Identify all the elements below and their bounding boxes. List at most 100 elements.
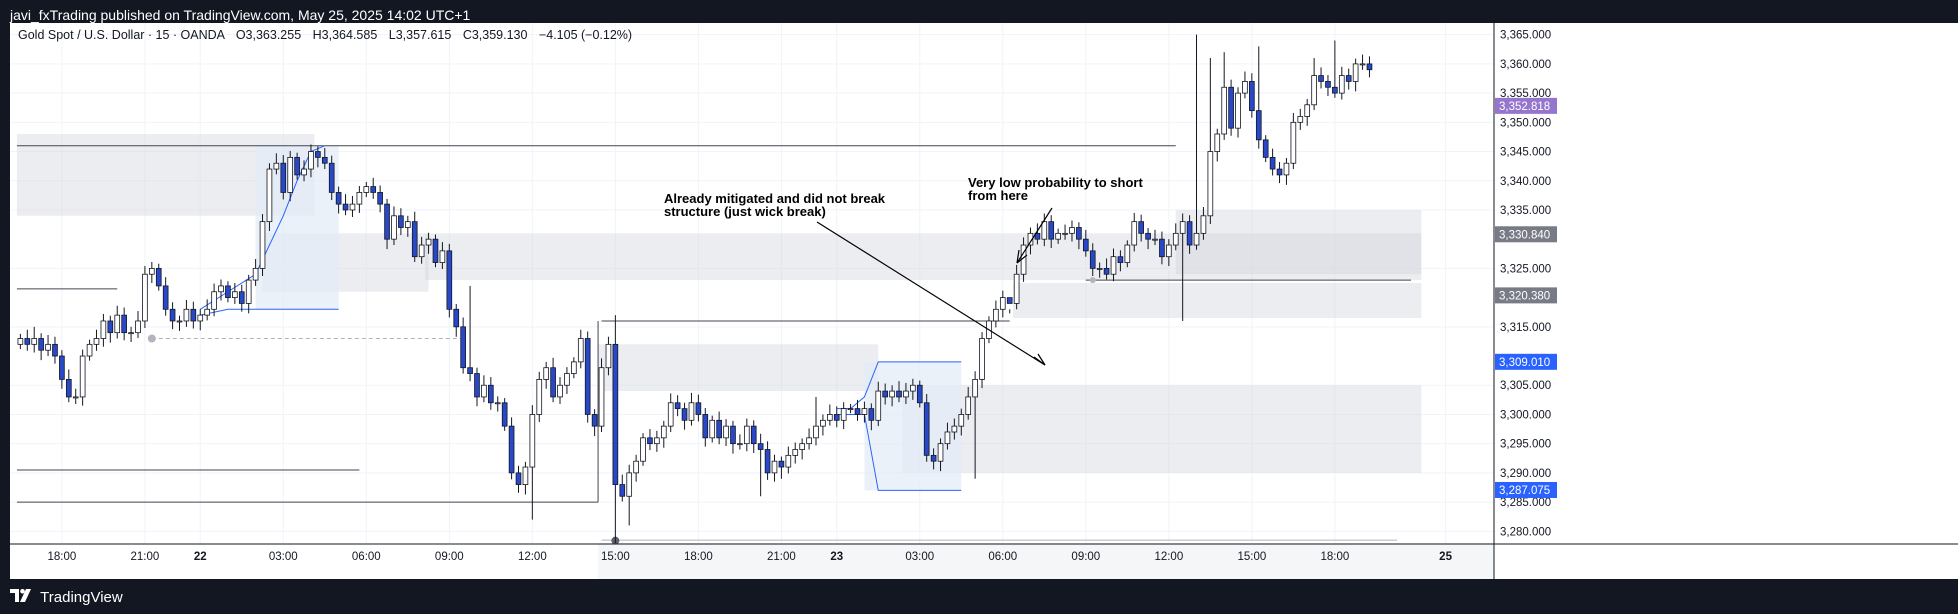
candle-up [1214,133,1221,152]
swing-marker-3 [1089,277,1096,284]
candle-down [868,408,875,421]
candle-down [591,414,598,427]
price-tag [1495,353,1557,370]
candle-up [522,466,529,485]
price-tag [1495,287,1557,304]
candle-down [612,343,619,485]
candle-down [1249,81,1255,112]
candle-up [218,285,224,293]
candle-down [716,419,722,439]
candle-up [259,221,266,269]
candle-down [1228,86,1234,129]
candle-up [1027,232,1034,246]
zone-5 [1013,283,1422,319]
candle-down [328,162,335,193]
candle-down [370,186,377,193]
candle-down [65,379,72,398]
price-tag [1495,97,1557,114]
publish-text: javi_fxTrading published on TradingView.… [10,7,471,23]
candle-up [640,437,646,462]
candle-down [1006,297,1013,304]
candle-down [488,384,494,404]
price-tick-label: 3,285.000 [1500,497,1551,509]
candle-up [771,460,778,474]
candle-up [709,419,716,439]
zone-6 [1175,209,1422,275]
candle-up [45,343,51,351]
chart-panel[interactable]: Already mitigated and did not break stru… [10,23,1958,579]
candle-down [730,425,736,445]
candle-down [1345,75,1352,82]
legend-open: O3,363.255 [236,28,301,42]
price-tag-label: 3,309.010 [1499,357,1550,369]
bottom-range [598,543,1494,579]
candle-up [1311,75,1317,106]
candle-down [778,460,785,468]
price-axis[interactable]: 3,365.000 3,360.000 3,355.000 3,350.000 3,34… [10,23,1958,579]
candle-down [674,402,681,410]
annotation-arrow-1-head [1033,353,1046,366]
candle-up [543,367,549,380]
candle-up [1041,221,1048,240]
candle-up [1338,75,1345,94]
legend-high: H3,364.585 [313,28,378,42]
candle-up [418,244,425,258]
candle-up [79,355,86,398]
time-tick-label: 21:00 [767,551,796,563]
candle-down [1255,110,1262,141]
candle-down [335,192,342,205]
candle-down [508,425,515,474]
candle-up [114,314,121,334]
price-tick-label: 3,280.000 [1500,526,1551,538]
candle-down [1325,81,1331,88]
candles [17,34,1373,543]
time-tick-label: 06:00 [352,551,381,563]
time-axis[interactable]: 18:00 21:00 22 03:00 06:00 09:00 12:00 15:00 18:… [47,551,1452,563]
legend-low: L3,357.615 [389,28,452,42]
candle-up [197,314,204,322]
candle-up [660,425,667,439]
envelope-lower-2 [836,413,962,491]
candle-up [564,373,570,386]
candle-down [321,156,328,164]
candle-down [59,355,65,380]
candle-down [1366,63,1373,71]
annotation-low-probability-line1: Very low probability to short [968,175,1143,190]
candle-down [1262,139,1269,158]
candle-down [501,402,508,427]
candle-up [183,308,190,322]
candle-up [93,338,100,345]
price-tick-label: 3,365.000 [1500,30,1551,42]
candle-down [294,156,300,176]
footer-brand: TradingView [40,589,123,607]
candle-down [1269,156,1276,170]
candle-up [204,308,210,316]
candle-up [785,454,792,468]
candle-down [916,384,923,404]
candle-up [743,425,750,445]
candle-down [24,338,31,345]
candle-up [1110,256,1117,275]
candle-down [1034,232,1041,240]
candle-up [439,250,446,263]
candle-up [135,320,141,334]
candle-down [647,437,653,445]
time-tick-label: 03:00 [269,551,298,563]
candle-down [1082,238,1089,252]
candle-down [584,338,591,415]
candle-up [72,396,79,399]
legend-symbol: Gold Spot / U.S. Dollar · 15 · OANDA [18,28,226,42]
candle-down [515,472,522,485]
candle-down [1076,227,1082,240]
time-tick-label: 18:00 [47,551,76,563]
footer: TradingView [0,582,1958,614]
candle-up [349,203,356,211]
candle-up [1055,232,1061,240]
candle-down [107,320,114,334]
candle-up [404,221,411,228]
candle-down [384,203,390,240]
candle-down [38,338,44,351]
price-chart[interactable]: Already mitigated and did not break stru… [10,23,1958,579]
price-tag-label: 3,352.818 [1499,101,1550,113]
price-tag-label: 3,320.380 [1499,290,1550,302]
